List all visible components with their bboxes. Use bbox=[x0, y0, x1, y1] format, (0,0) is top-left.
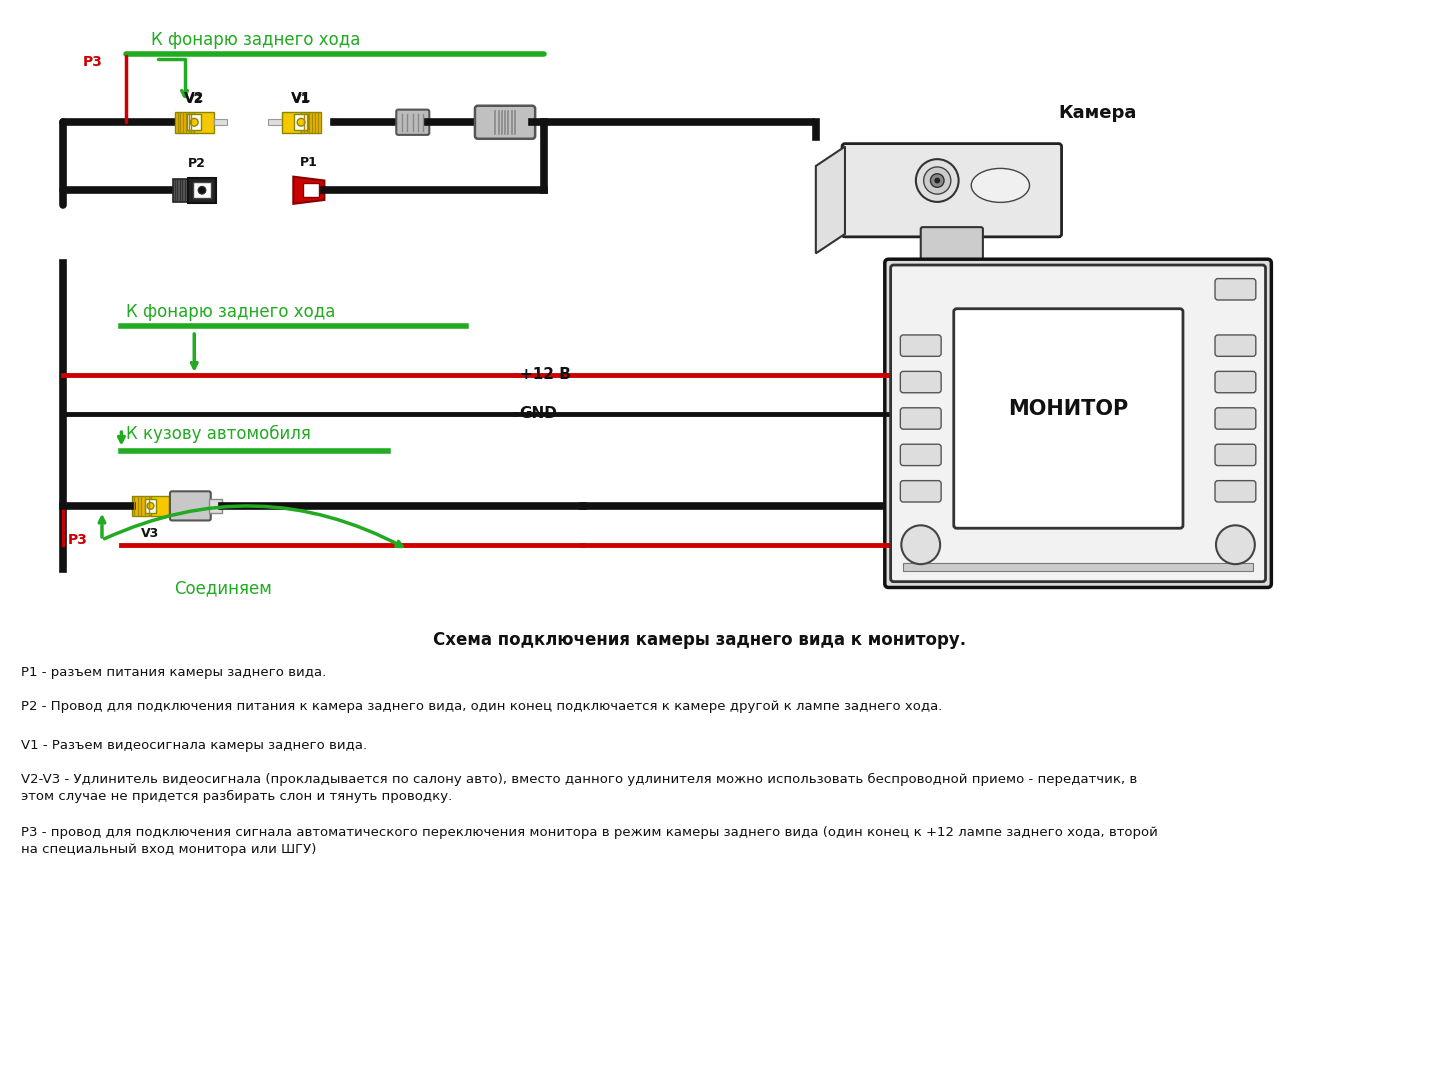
Bar bbox=[144, 500, 157, 512]
Text: V1: V1 bbox=[291, 91, 311, 105]
Circle shape bbox=[930, 174, 945, 188]
Text: Камера: Камера bbox=[1058, 104, 1138, 121]
Bar bbox=[903, 563, 1253, 571]
Polygon shape bbox=[294, 177, 324, 204]
Text: V2: V2 bbox=[184, 91, 204, 105]
FancyBboxPatch shape bbox=[900, 371, 942, 392]
FancyBboxPatch shape bbox=[396, 109, 429, 135]
Bar bbox=[294, 115, 308, 130]
FancyBboxPatch shape bbox=[900, 407, 942, 429]
Text: V1 - Разъем видеосигнала камеры заднего вида.: V1 - Разъем видеосигнала камеры заднего … bbox=[22, 739, 367, 751]
Text: Р1 - разъем питания камеры заднего вида.: Р1 - разъем питания камеры заднего вида. bbox=[22, 666, 327, 680]
Bar bbox=[194, 111, 213, 133]
Bar bbox=[173, 179, 189, 202]
Text: GND: GND bbox=[520, 406, 557, 421]
Text: К фонарю заднего хода: К фонарю заднего хода bbox=[151, 31, 360, 49]
FancyBboxPatch shape bbox=[1215, 407, 1256, 429]
FancyBboxPatch shape bbox=[170, 491, 210, 521]
Circle shape bbox=[935, 178, 940, 183]
Text: К фонарю заднего хода: К фонарю заднего хода bbox=[127, 303, 336, 322]
Bar bbox=[151, 496, 168, 516]
FancyBboxPatch shape bbox=[953, 309, 1184, 528]
Bar bbox=[189, 178, 216, 203]
Bar bbox=[174, 111, 194, 133]
FancyBboxPatch shape bbox=[900, 334, 942, 356]
Circle shape bbox=[297, 118, 305, 126]
Text: V1: V1 bbox=[292, 93, 310, 106]
FancyBboxPatch shape bbox=[1215, 279, 1256, 300]
Circle shape bbox=[147, 503, 154, 509]
Text: V3: V3 bbox=[141, 527, 160, 540]
Bar bbox=[193, 182, 210, 198]
FancyBboxPatch shape bbox=[920, 227, 984, 265]
Circle shape bbox=[916, 159, 959, 202]
Text: Р2 - Провод для подключения питания к камера заднего вида, один конец подключает: Р2 - Провод для подключения питания к ка… bbox=[22, 700, 943, 713]
FancyBboxPatch shape bbox=[900, 444, 942, 465]
Text: P3: P3 bbox=[82, 55, 102, 69]
FancyBboxPatch shape bbox=[1215, 334, 1256, 356]
Text: V2: V2 bbox=[186, 93, 203, 106]
Circle shape bbox=[901, 525, 940, 564]
Polygon shape bbox=[816, 147, 845, 253]
Circle shape bbox=[190, 118, 199, 126]
Text: V2-V3 - Удлинитель видеосигнала (прокладывается по салону авто), вместо данного : V2-V3 - Удлинитель видеосигнала (проклад… bbox=[22, 773, 1138, 803]
Bar bbox=[213, 119, 228, 125]
Text: К кузову автомобиля: К кузову автомобиля bbox=[127, 425, 311, 443]
Text: P2: P2 bbox=[189, 157, 206, 169]
FancyBboxPatch shape bbox=[475, 106, 536, 138]
Ellipse shape bbox=[971, 168, 1030, 203]
Text: МОНИТОР: МОНИТОР bbox=[1008, 399, 1129, 419]
Bar bbox=[268, 119, 282, 125]
FancyBboxPatch shape bbox=[842, 144, 1061, 237]
Circle shape bbox=[199, 187, 206, 194]
FancyBboxPatch shape bbox=[884, 259, 1272, 587]
Text: P3: P3 bbox=[68, 533, 88, 547]
Bar bbox=[132, 496, 151, 516]
Text: Соединяем: Соединяем bbox=[174, 580, 272, 597]
Text: +12 В: +12 В bbox=[520, 368, 570, 383]
Bar bbox=[282, 111, 301, 133]
FancyBboxPatch shape bbox=[890, 265, 1266, 582]
Bar bbox=[302, 183, 318, 197]
Bar bbox=[168, 504, 180, 508]
FancyBboxPatch shape bbox=[1215, 444, 1256, 465]
FancyBboxPatch shape bbox=[1215, 480, 1256, 502]
Circle shape bbox=[1215, 525, 1254, 564]
Text: P1: P1 bbox=[300, 155, 318, 169]
Text: Схема подключения камеры заднего вида к монитору.: Схема подключения камеры заднего вида к … bbox=[433, 631, 966, 649]
FancyBboxPatch shape bbox=[1215, 371, 1256, 392]
Bar bbox=[301, 111, 321, 133]
FancyBboxPatch shape bbox=[900, 480, 942, 502]
Bar bbox=[209, 500, 222, 512]
Bar bbox=[187, 115, 202, 130]
Text: Р3 - провод для подключения сигнала автоматического переключения монитора в режи: Р3 - провод для подключения сигнала авто… bbox=[22, 827, 1158, 857]
Circle shape bbox=[923, 167, 950, 194]
